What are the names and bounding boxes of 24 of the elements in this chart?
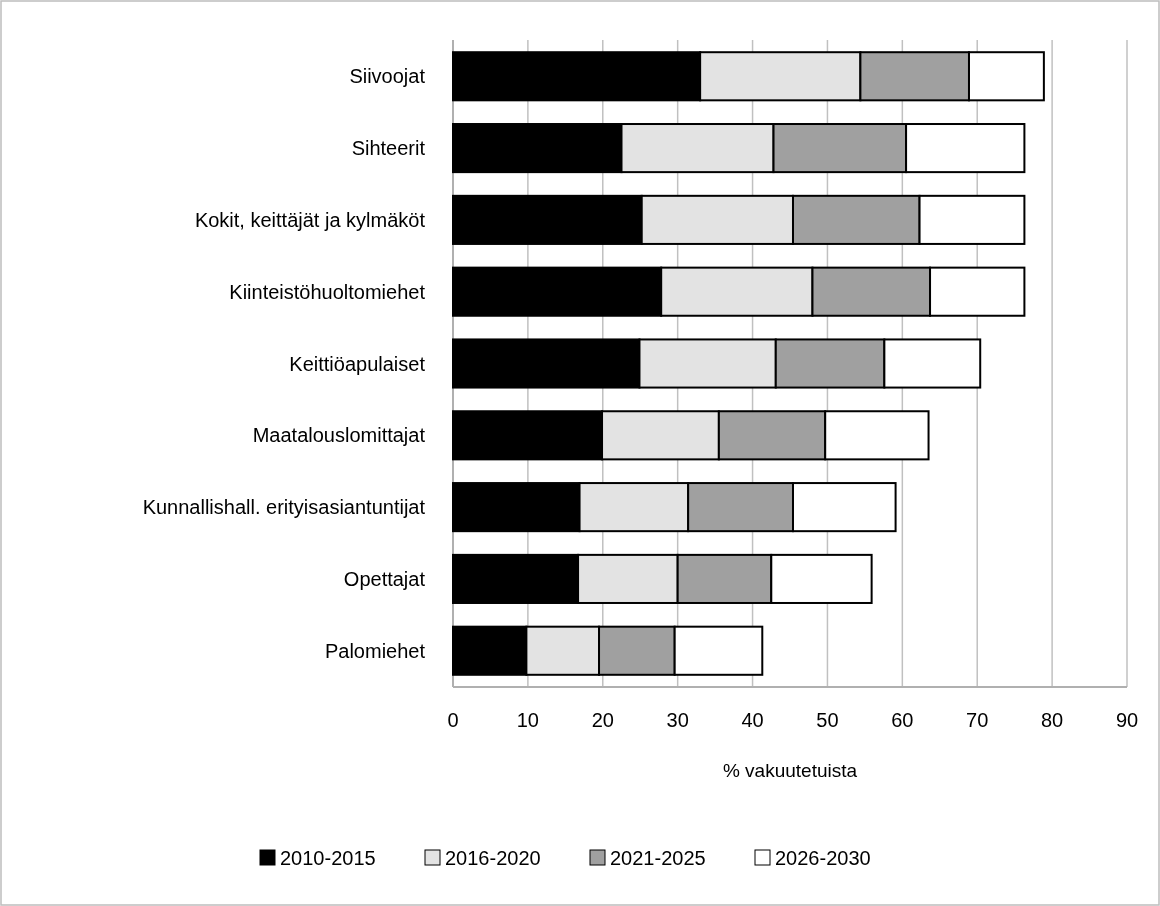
- x-tick-label: 60: [891, 709, 914, 731]
- x-tick-label: 0: [447, 709, 459, 731]
- legend-label: 2026-2030: [775, 847, 871, 869]
- x-tick-label: 10: [516, 709, 540, 731]
- x-tick-label: 50: [816, 709, 839, 731]
- y-tick-label: Kokit, keittäjät ja kylmäköt: [194, 208, 426, 231]
- y-tick-label: Kunnallishall. erityisasiantuntijat: [142, 496, 426, 519]
- x-tick-label: 20: [591, 709, 614, 731]
- x-tick-label: 90: [1115, 709, 1139, 731]
- x-tick-label: 40: [741, 709, 764, 731]
- x-tick-label: 30: [666, 709, 689, 731]
- y-tick-label: Opettajat: [343, 567, 426, 590]
- y-tick-label: Palomiehet: [324, 639, 426, 662]
- y-tick-label: Maatalouslomittajat: [252, 424, 426, 447]
- x-tick-label: 80: [1040, 709, 1064, 731]
- y-tick-label: Sihteerit: [351, 137, 426, 160]
- legend-label: 2010-2015: [280, 847, 376, 869]
- y-tick-label: Keittiöapulaiset: [289, 352, 426, 375]
- legend-label: 2021-2025: [610, 847, 706, 869]
- y-tick-label: Siivoojat: [349, 65, 426, 88]
- x-axis-title: % vakuutetuista: [722, 760, 858, 781]
- legend-label: 2016-2020: [445, 847, 541, 869]
- y-tick-label: Kiinteistöhuoltomiehet: [229, 280, 426, 303]
- x-tick-label: 70: [966, 709, 989, 731]
